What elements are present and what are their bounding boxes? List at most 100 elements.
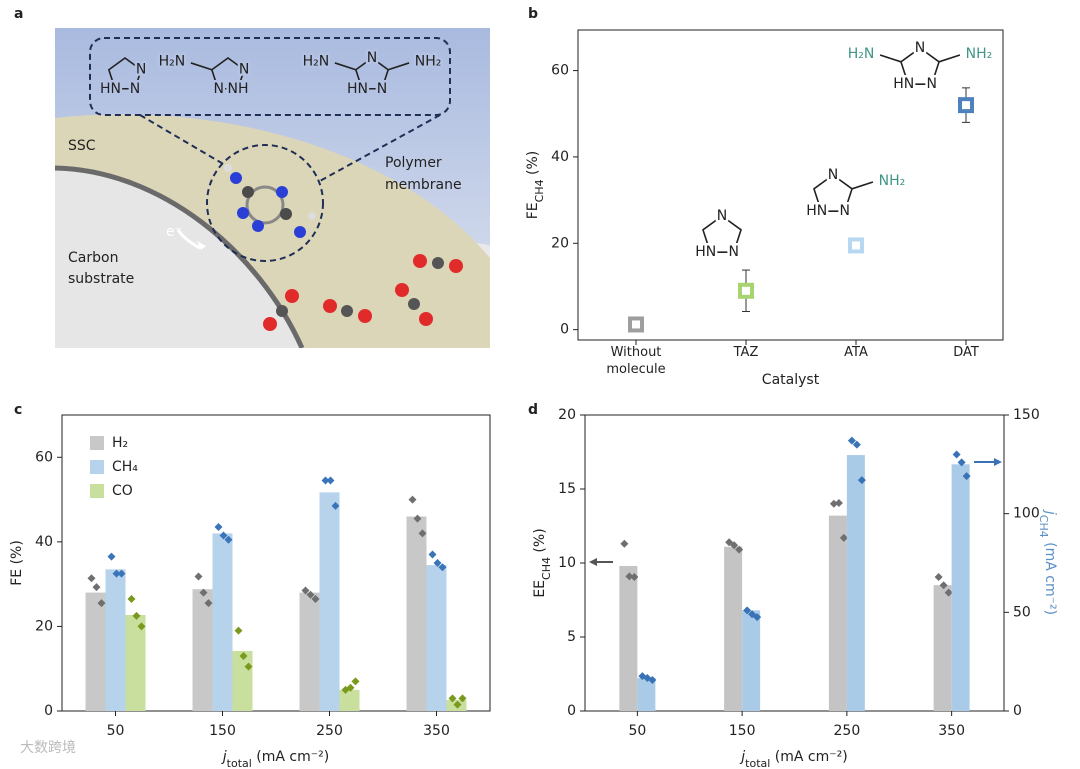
- axis-arrowhead: [994, 458, 1002, 466]
- point: [199, 588, 208, 597]
- point: [944, 588, 953, 597]
- axis-label: EECH4 (%): [532, 528, 553, 597]
- point: [730, 541, 739, 550]
- legend-label: H₂: [112, 435, 128, 451]
- y-tick-label: 0: [44, 703, 53, 719]
- axis-label: jtotal (mA cm⁻²): [739, 749, 847, 769]
- atom-label: H₂N: [159, 54, 186, 70]
- atom-label: N: [828, 167, 838, 183]
- x-tick-label: DAT: [953, 345, 979, 360]
- bond: [334, 62, 357, 71]
- y-tick-label: 60: [35, 449, 53, 465]
- point: [311, 594, 320, 603]
- atom-label: NH: [227, 81, 248, 97]
- point: [735, 545, 744, 554]
- x-tick-label-box: TAZ: [734, 345, 759, 360]
- atom-label: HN: [806, 203, 827, 219]
- point: [117, 569, 126, 578]
- marker: [628, 316, 644, 333]
- bar: [125, 615, 146, 711]
- watermark: 大数跨境: [20, 740, 76, 756]
- adsorbed-molecule: [224, 164, 316, 238]
- bond: [190, 62, 213, 71]
- electron-arrow: [176, 229, 201, 250]
- bar: [212, 533, 233, 711]
- bar: [339, 689, 360, 711]
- bar: [105, 569, 126, 711]
- axis-label-sub: CH4: [1038, 515, 1051, 538]
- atom-label: NH₂: [966, 46, 993, 62]
- y-tick-label: 0: [567, 703, 576, 719]
- legend-swatch: [90, 484, 104, 498]
- point: [857, 476, 866, 485]
- ssc-layer: [55, 114, 490, 348]
- y-tick-label: 20: [35, 618, 53, 634]
- point: [438, 563, 447, 572]
- atom-label: HN: [893, 76, 914, 92]
- x-tick-label-box: ATA: [844, 345, 868, 360]
- x-tick-label-box: Without molecule: [606, 345, 665, 377]
- atom-label: NH₂: [415, 54, 442, 70]
- y-tick-label: 50: [1013, 604, 1031, 620]
- bar: [299, 592, 320, 711]
- point: [433, 559, 442, 567]
- point: [224, 535, 233, 544]
- point: [331, 501, 340, 510]
- point: [743, 606, 752, 615]
- bond: [879, 54, 902, 63]
- x-tick-label: 350: [938, 723, 965, 739]
- atom-label: N: [136, 62, 146, 78]
- zoom-line: [139, 114, 226, 166]
- bar: [192, 589, 213, 711]
- x-tick-label-box: DAT: [953, 345, 979, 360]
- point: [234, 626, 243, 635]
- atom-label: N: [377, 81, 387, 97]
- point: [127, 594, 136, 603]
- point: [194, 572, 203, 581]
- marker: [848, 237, 864, 254]
- legend-label: CO: [112, 483, 133, 499]
- atom-label: HN: [347, 81, 368, 97]
- x-tick-label: 150: [209, 723, 236, 739]
- atom-label: N: [840, 203, 850, 219]
- molecule-box: [89, 37, 451, 116]
- axis-label-main: j: [221, 749, 227, 765]
- point: [137, 622, 146, 631]
- ring: [813, 174, 853, 212]
- point: [92, 583, 101, 592]
- point: [346, 683, 355, 692]
- axis-label-tail: (mA cm⁻²): [770, 749, 847, 765]
- x-tick-label: 250: [316, 723, 343, 739]
- co2: [395, 283, 433, 326]
- y-tick-label: 0: [560, 322, 569, 338]
- x-tick-label: 350: [423, 723, 450, 739]
- illustration: SSC Carbon substrate Polymer membrane e⁻: [55, 28, 490, 348]
- axis-label-main: j: [1042, 509, 1058, 515]
- point: [239, 652, 248, 661]
- membrane-label: Polymer: [385, 155, 442, 171]
- substrate-label: substrate: [68, 271, 134, 287]
- zoom-circle: [206, 144, 324, 262]
- bond: [387, 62, 410, 71]
- point: [962, 472, 971, 481]
- bar: [742, 610, 761, 711]
- point: [625, 572, 634, 581]
- point: [839, 533, 848, 542]
- axis-label: jCH4 (mA cm⁻²): [1038, 509, 1059, 615]
- point: [620, 539, 629, 548]
- point: [852, 440, 861, 449]
- axis-label: jtotal (mA cm⁻²): [221, 749, 329, 769]
- bar: [319, 492, 340, 711]
- y-tick-label: 100: [1013, 506, 1040, 522]
- point: [834, 499, 843, 508]
- point: [630, 573, 639, 582]
- point: [648, 676, 657, 685]
- ring: [107, 57, 143, 90]
- point: [453, 700, 462, 709]
- point: [847, 436, 856, 445]
- point: [97, 599, 106, 608]
- marker: [738, 282, 754, 299]
- point: [112, 569, 121, 578]
- plot-frame: [61, 414, 491, 712]
- atom-label: N: [915, 40, 925, 56]
